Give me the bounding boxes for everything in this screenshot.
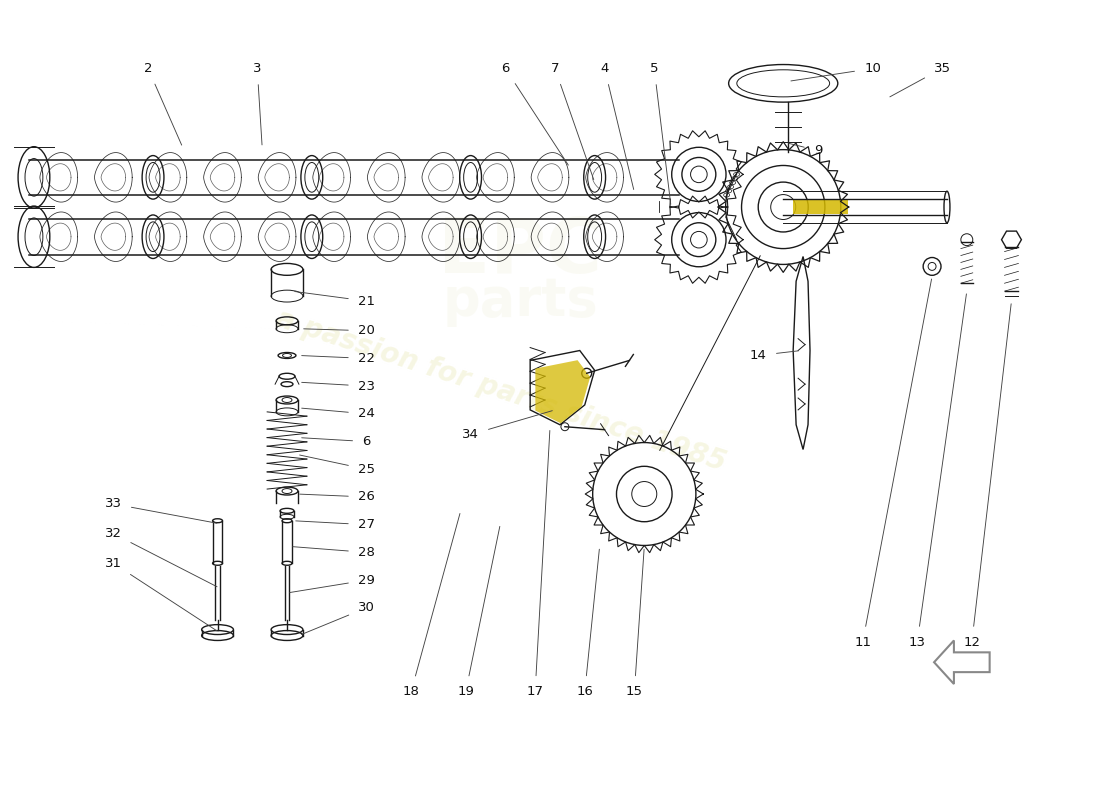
Text: 31: 31: [104, 557, 217, 631]
Text: 32: 32: [104, 527, 217, 586]
Text: EPC: EPC: [438, 214, 602, 289]
Text: 15: 15: [626, 550, 645, 698]
Text: 24: 24: [301, 407, 375, 420]
Text: 5: 5: [650, 62, 671, 204]
Text: 29: 29: [289, 574, 375, 593]
Polygon shape: [536, 360, 591, 423]
Text: 23: 23: [301, 380, 375, 393]
Text: 14: 14: [750, 349, 799, 362]
Text: 4: 4: [601, 62, 634, 190]
Text: 27: 27: [296, 518, 375, 531]
Text: 28: 28: [293, 546, 375, 559]
Text: 33: 33: [104, 498, 217, 523]
Text: 6: 6: [301, 435, 371, 448]
Text: 11: 11: [854, 279, 932, 649]
Text: 12: 12: [964, 304, 1011, 649]
Text: 17: 17: [527, 430, 550, 698]
Text: 20: 20: [304, 324, 375, 338]
Text: 16: 16: [576, 550, 600, 698]
Text: 25: 25: [299, 455, 375, 476]
Text: 10: 10: [791, 62, 881, 81]
Text: parts: parts: [442, 275, 598, 327]
Text: 2: 2: [144, 62, 182, 145]
Text: 22: 22: [301, 352, 375, 365]
Bar: [793, 200, 848, 214]
Text: 13: 13: [909, 294, 967, 649]
Text: 7: 7: [551, 62, 594, 180]
Text: 21: 21: [295, 291, 375, 307]
Text: 30: 30: [301, 602, 375, 634]
Text: 6: 6: [502, 62, 569, 165]
Text: 35: 35: [890, 62, 950, 97]
Text: 34: 34: [462, 410, 552, 441]
Text: 19: 19: [458, 526, 499, 698]
Text: 9: 9: [789, 143, 822, 157]
Text: 3: 3: [253, 62, 262, 145]
Text: 18: 18: [403, 514, 460, 698]
Text: 26: 26: [299, 490, 375, 503]
Text: a passion for parts since 1985: a passion for parts since 1985: [272, 304, 729, 476]
